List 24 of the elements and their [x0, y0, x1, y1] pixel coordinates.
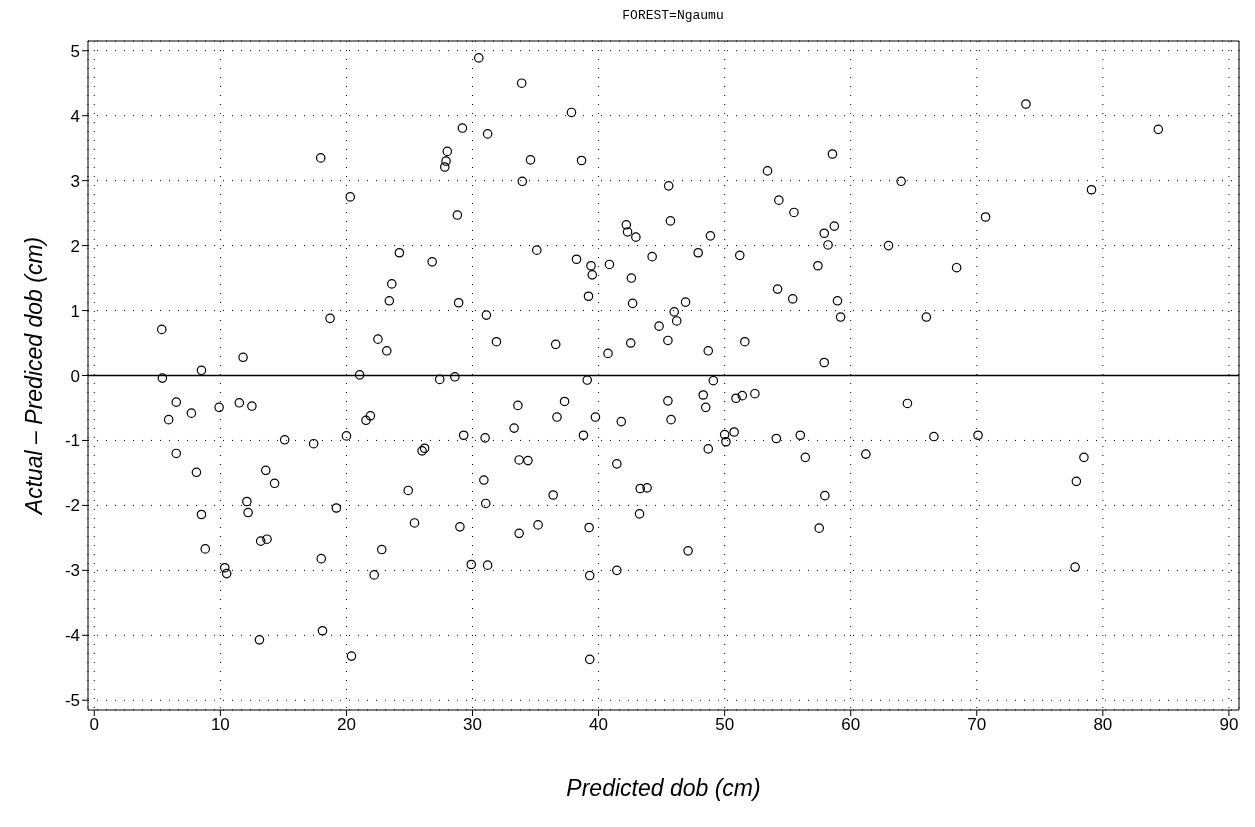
y-tick-label: -3: [64, 561, 80, 581]
y-tick-label: 1: [70, 301, 80, 321]
x-tick-label: 0: [89, 715, 100, 735]
y-tick-label: -5: [64, 691, 80, 711]
y-tick-label: 0: [70, 366, 80, 386]
x-tick-label: 10: [210, 715, 230, 735]
y-tick-label: 3: [70, 171, 80, 191]
y-tick-label: 4: [70, 106, 80, 126]
x-tick-label: 70: [967, 715, 987, 735]
x-tick-label: 50: [715, 715, 735, 735]
x-axis-title: Predicted dob (cm): [566, 775, 761, 802]
x-tick-label: 20: [336, 715, 356, 735]
y-tick-label: -4: [64, 626, 80, 646]
x-tick-label: 40: [589, 715, 609, 735]
x-tick-label: 90: [1219, 715, 1239, 735]
y-tick-label: -2: [64, 496, 80, 516]
chart-title: FOREST=Ngaumu: [621, 8, 725, 25]
y-tick-label: 5: [70, 41, 80, 61]
y-tick-label: 2: [70, 236, 80, 256]
y-axis-title: Actual – Prediced dob (cm): [21, 236, 48, 517]
y-tick-label: -1: [64, 431, 80, 451]
x-tick-label: 30: [463, 715, 482, 735]
x-tick-label: 60: [841, 715, 861, 735]
x-tick-label: 80: [1093, 715, 1113, 735]
